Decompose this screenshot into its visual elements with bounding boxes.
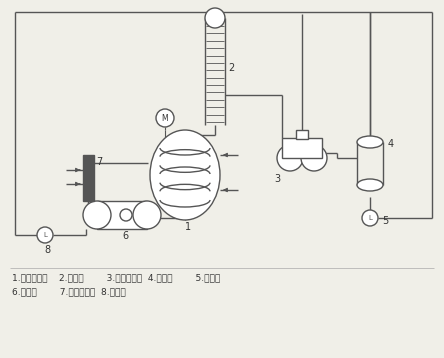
Ellipse shape — [150, 130, 220, 220]
Circle shape — [156, 109, 174, 127]
Text: 6: 6 — [122, 231, 128, 241]
Ellipse shape — [83, 201, 111, 229]
Circle shape — [362, 210, 378, 226]
Text: 1: 1 — [185, 222, 191, 232]
Text: 2: 2 — [228, 63, 234, 73]
Text: 1.酯化精馏釜    2.精馏塔        3.蒸汽压缩机  4.过热器        5.离心泵: 1.酯化精馏釜 2.精馏塔 3.蒸汽压缩机 4.过热器 5.离心泵 — [12, 273, 220, 282]
Ellipse shape — [357, 136, 383, 148]
Bar — [83, 155, 94, 201]
Text: M: M — [162, 113, 168, 122]
Text: 7: 7 — [96, 157, 102, 167]
Text: 6.分层器        7.冷凝回收器  8.离心泵: 6.分层器 7.冷凝回收器 8.离心泵 — [12, 287, 126, 296]
Text: 5: 5 — [382, 216, 388, 226]
Circle shape — [301, 145, 327, 171]
Bar — [296, 130, 308, 139]
Text: L: L — [43, 232, 47, 238]
Text: 3: 3 — [274, 174, 280, 184]
Ellipse shape — [133, 201, 161, 229]
Circle shape — [37, 227, 53, 243]
Text: L: L — [368, 215, 372, 221]
Ellipse shape — [357, 179, 383, 191]
Text: 4: 4 — [388, 139, 394, 149]
Text: 8: 8 — [44, 245, 50, 255]
Circle shape — [277, 145, 303, 171]
Bar — [97, 201, 147, 229]
Ellipse shape — [205, 8, 225, 28]
Bar — [282, 138, 322, 158]
Circle shape — [120, 209, 132, 221]
